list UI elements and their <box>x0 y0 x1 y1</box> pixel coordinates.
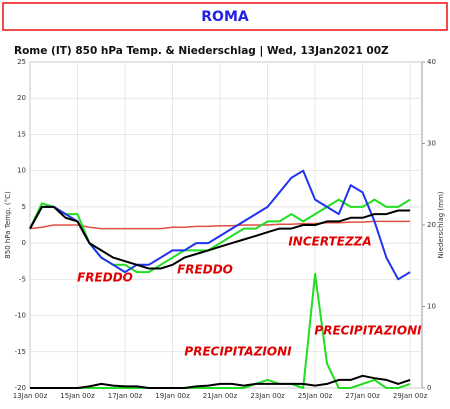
series-line <box>29 220 411 230</box>
y2-tick-label: 10 <box>427 303 436 311</box>
y2-tick-label: 30 <box>427 140 436 148</box>
x-tick-label: 13Jan 00z <box>13 392 48 400</box>
header-title: ROMA <box>201 9 249 25</box>
annotation: PRECIPITAZIONI <box>314 324 422 338</box>
y-tick-label: -5 <box>19 275 26 283</box>
annotation: PRECIPITAZIONI <box>184 345 292 359</box>
x-tick-label: 17Jan 00z <box>108 392 143 400</box>
y2-tick-label: 40 <box>427 58 436 66</box>
y-tick-label: -20 <box>15 384 26 392</box>
y2-axis-label: Niederschlag (mm) <box>437 191 445 258</box>
y-tick-label: 15 <box>17 130 26 138</box>
x-tick-label: 15Jan 00z <box>60 392 95 400</box>
series-line <box>30 272 411 389</box>
x-tick-label: 27Jan 00z <box>345 392 380 400</box>
annotation: FREDDO <box>77 271 133 285</box>
y-tick-label: 25 <box>17 58 26 66</box>
y2-tick-label: 20 <box>427 221 436 229</box>
y-tick-label: -10 <box>15 312 26 320</box>
y-tick-label: 20 <box>17 94 26 102</box>
y2-tick-label: 0 <box>427 384 431 392</box>
x-tick-label: 25Jan 00z <box>298 392 333 400</box>
series-line <box>29 205 411 270</box>
x-tick-label: 21Jan 00z <box>203 392 238 400</box>
series-line <box>29 169 411 281</box>
chart-title: Rome (IT) 850 hPa Temp. & Niederschlag |… <box>14 45 389 57</box>
series-line <box>30 374 411 389</box>
y-tick-label: 0 <box>22 239 26 247</box>
header-box <box>2 2 448 31</box>
x-tick-label: 19Jan 00z <box>155 392 190 400</box>
x-tick-label: 23Jan 00z <box>250 392 285 400</box>
annotation: FREDDO <box>177 263 233 277</box>
annotation: INCERTEZZA <box>288 235 371 249</box>
y-axis-label: 850 hPa Temp. (°C) <box>4 191 12 259</box>
x-tick-label: 29Jan 00z <box>393 392 428 400</box>
y-tick-label: -15 <box>15 348 26 356</box>
y-tick-label: 5 <box>22 203 26 211</box>
y-tick-label: 10 <box>17 167 26 175</box>
